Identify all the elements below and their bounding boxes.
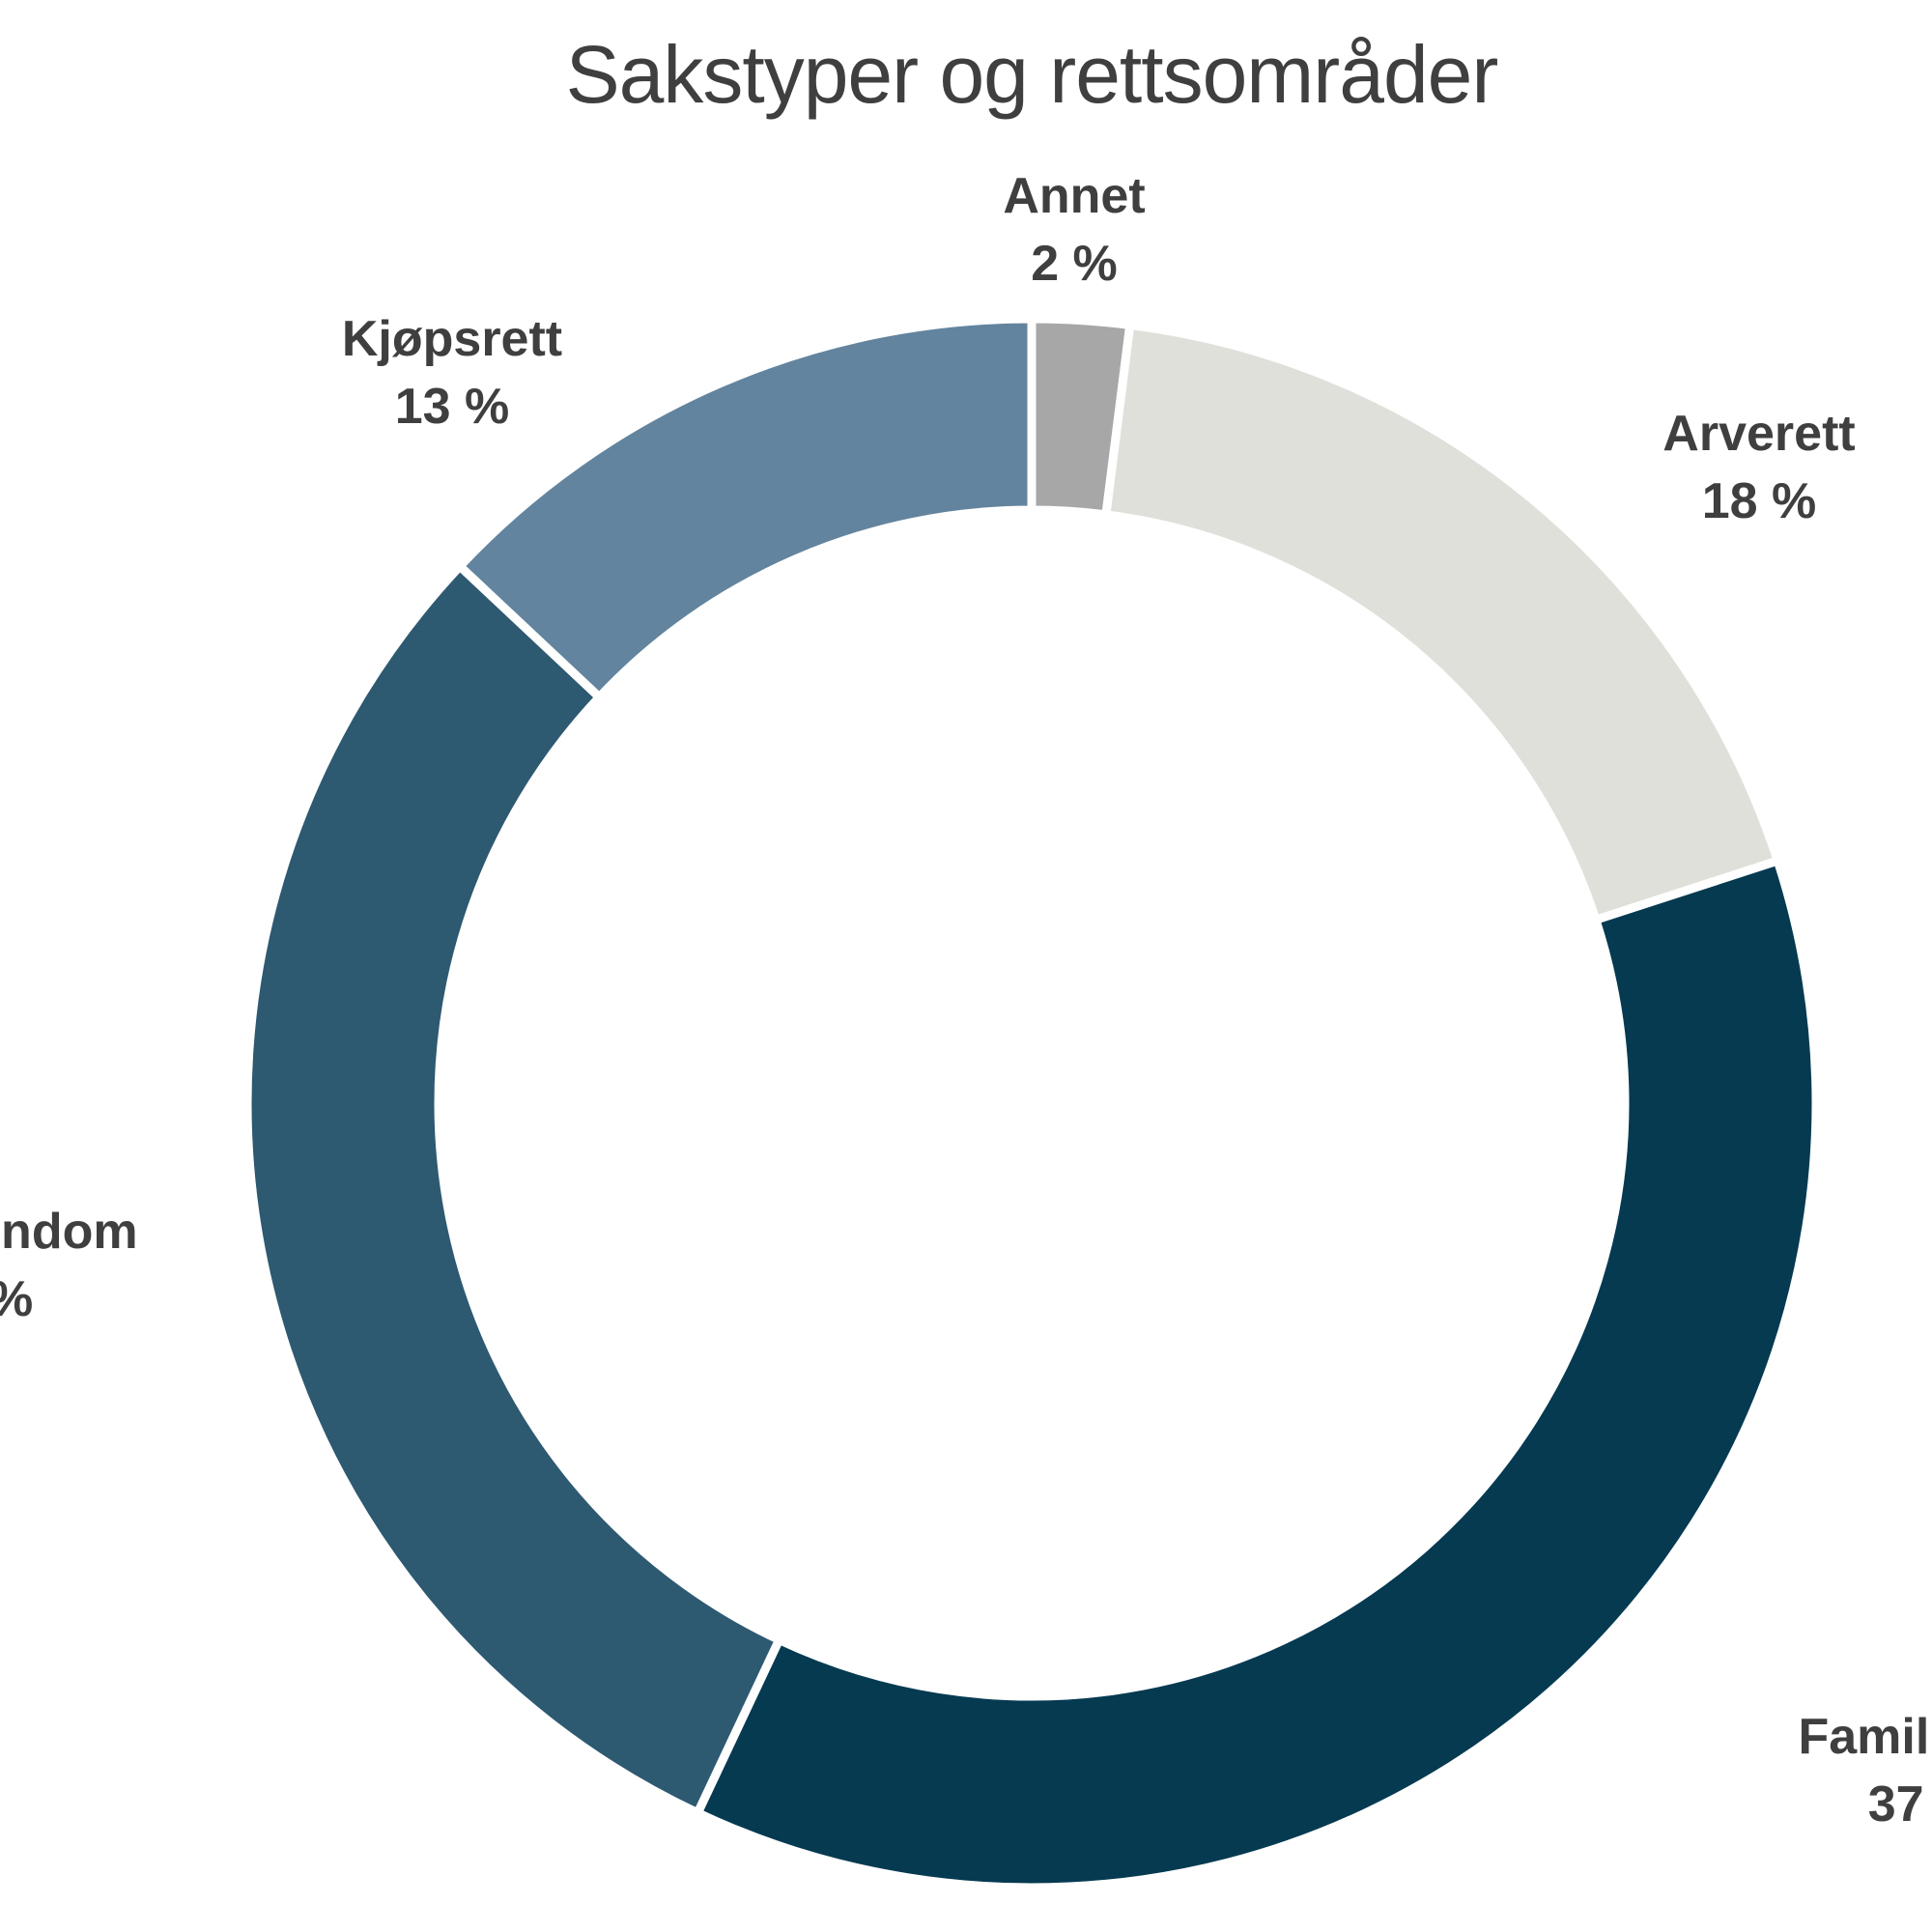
- slice-label-arverett-name: Arverett: [1662, 406, 1855, 462]
- slice-label-annet-value: 2 %: [1031, 236, 1118, 292]
- chart-title: Sakstyper og rettsområder: [566, 29, 1498, 120]
- slice-kjopsrett: [453, 314, 1037, 704]
- slice-label-fast-eiendom-value: 30 %: [0, 1271, 33, 1327]
- slice-labels: Annet 2 % Arverett 18 % Familierett 37 % Fast …: [0, 168, 1932, 1833]
- slice-label-annet-name: Annet: [1003, 168, 1145, 224]
- slice-label-fast-eiendom-name: Fast eiendom: [0, 1204, 138, 1260]
- slice-label-familierett-value: 37 %: [1868, 1776, 1932, 1833]
- slice-label-kjopsrett-name: Kjøpsrett: [342, 311, 562, 367]
- slice-arverett: [1100, 320, 1783, 925]
- donut-slices: [242, 314, 1821, 1892]
- slice-label-familierett-name: Familierett: [1799, 1709, 1932, 1765]
- slice-fast-eiendom: [242, 559, 785, 1819]
- slice-label-arverett-value: 18 %: [1702, 473, 1817, 529]
- slice-familierett: [692, 855, 1821, 1892]
- slice-label-kjopsrett-value: 13 %: [395, 379, 510, 435]
